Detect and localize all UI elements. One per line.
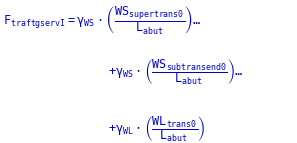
Text: $\mathtt{F_{traftgservI} = \gamma_{WS} \cdot \left(\dfrac{WS_{supertrans0}}{L_{a: $\mathtt{F_{traftgservI} = \gamma_{WS} \… bbox=[3, 4, 202, 36]
Text: $\mathtt{+ \gamma_{WL} \cdot \left(\dfrac{WL_{trans0}}{L_{abut}}\right)}$: $\mathtt{+ \gamma_{WL} \cdot \left(\dfra… bbox=[108, 114, 206, 143]
Text: $\mathtt{+ \gamma_{WS} \cdot \left(\dfrac{WS_{subtransend0}}{L_{abut}}\right) \l: $\mathtt{+ \gamma_{WS} \cdot \left(\dfra… bbox=[108, 57, 244, 87]
